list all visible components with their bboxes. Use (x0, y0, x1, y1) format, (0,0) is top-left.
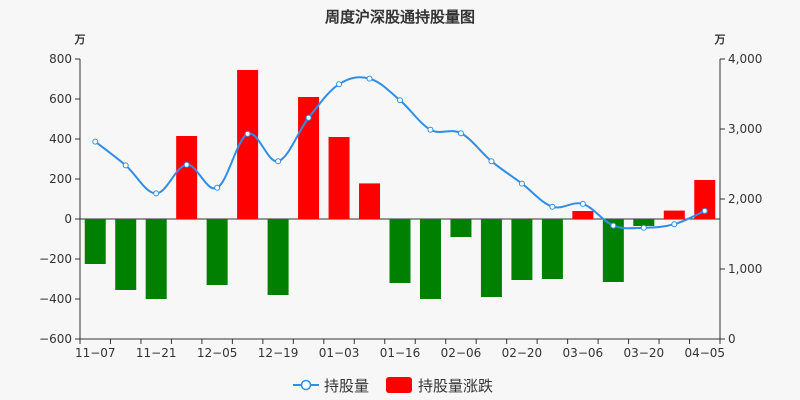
line-point[interactable] (214, 184, 221, 191)
x-axis: 11−07 11−21 12−05 12−19 01−03 01−16 02−06 02−20… (75, 218, 725, 360)
right-tick-label: 2,000 (728, 192, 762, 206)
bar[interactable] (419, 219, 441, 299)
left-tick-label: −600 (39, 332, 72, 346)
right-axis: 4,000 3,000 2,000 1,000 0 (719, 52, 762, 346)
right-tick-label: 0 (728, 332, 736, 346)
bar[interactable] (572, 211, 594, 219)
bar[interactable] (633, 219, 655, 226)
left-tick-label: 200 (49, 172, 72, 186)
left-tick-label: 800 (49, 52, 72, 66)
right-axis-unit: 万 (714, 33, 726, 46)
bar[interactable] (450, 219, 472, 237)
x-tick-label: 03−20 (624, 346, 665, 360)
legend-item-bar[interactable]: 持股量涨跌 (386, 377, 493, 395)
line-point[interactable] (244, 130, 251, 137)
bar-series (84, 70, 716, 299)
right-tick-label: 1,000 (728, 262, 762, 276)
line-point[interactable] (427, 126, 434, 133)
right-tick-label: 4,000 (728, 52, 762, 66)
line-point[interactable] (457, 130, 464, 137)
bar[interactable] (359, 183, 381, 219)
x-tick-label: 04−05 (684, 346, 725, 360)
line-point[interactable] (153, 190, 160, 197)
left-tick-label: 400 (49, 132, 72, 146)
bar[interactable] (511, 219, 533, 280)
bar[interactable] (145, 219, 167, 299)
legend-item-line[interactable]: 持股量 (293, 377, 369, 395)
chart-title: 周度沪深股通持股量图 (325, 8, 475, 26)
line-point[interactable] (671, 221, 678, 228)
bar[interactable] (541, 219, 563, 279)
legend-label-line: 持股量 (324, 377, 369, 395)
legend[interactable]: 持股量 持股量涨跌 (293, 377, 493, 395)
bar[interactable] (176, 136, 198, 219)
bar[interactable] (694, 180, 716, 219)
bar[interactable] (389, 219, 411, 283)
bar[interactable] (206, 219, 228, 285)
line-point[interactable] (122, 162, 129, 169)
legend-label-bar: 持股量涨跌 (418, 377, 493, 395)
x-tick-label: 11−07 (75, 346, 116, 360)
bar[interactable] (115, 219, 137, 290)
line-point[interactable] (579, 200, 586, 207)
x-tick-label: 12−19 (258, 346, 299, 360)
left-tick-label: 600 (49, 92, 72, 106)
left-axis: 800 600 400 200 0 −200 −400 −600 (39, 52, 81, 346)
bar[interactable] (84, 219, 106, 264)
bar[interactable] (602, 219, 624, 282)
bar[interactable] (267, 219, 289, 295)
bar[interactable] (663, 210, 685, 219)
bar[interactable] (480, 219, 502, 297)
line-point[interactable] (640, 224, 647, 231)
line-point[interactable] (701, 207, 708, 214)
x-tick-label: 12−05 (197, 346, 238, 360)
line-point[interactable] (336, 81, 343, 88)
x-tick-label: 03−06 (563, 346, 604, 360)
line-point[interactable] (305, 114, 312, 121)
bar[interactable] (328, 137, 350, 219)
line-point[interactable] (92, 138, 99, 145)
line-point[interactable] (183, 161, 190, 168)
line-series (92, 75, 708, 231)
bar[interactable] (237, 70, 259, 219)
line-point[interactable] (366, 75, 373, 82)
x-tick-label: 02−20 (502, 346, 543, 360)
right-tick-label: 3,000 (728, 122, 762, 136)
left-axis-unit: 万 (74, 33, 86, 46)
left-tick-label: −200 (39, 252, 72, 266)
line-point[interactable] (397, 97, 403, 104)
line-point[interactable] (610, 222, 617, 229)
x-tick-label: 11−21 (136, 346, 177, 360)
line-point[interactable] (488, 158, 495, 165)
x-tick-label: 01−16 (380, 346, 421, 360)
x-tick-label: 01−03 (319, 346, 360, 360)
line-point[interactable] (549, 203, 556, 210)
line-point[interactable] (275, 158, 282, 165)
line-point[interactable] (518, 180, 525, 187)
x-tick-label: 02−06 (441, 346, 482, 360)
left-tick-label: −400 (39, 292, 72, 306)
left-tick-label: 0 (64, 212, 72, 226)
